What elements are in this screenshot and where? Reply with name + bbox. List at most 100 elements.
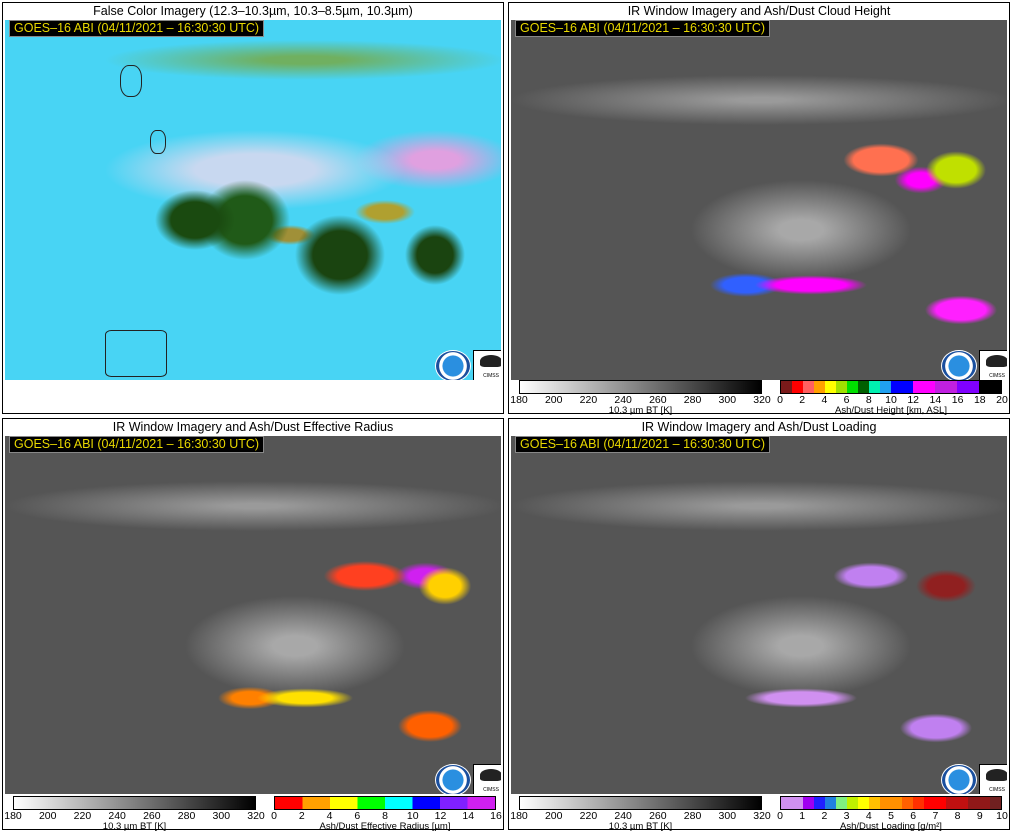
- colorbar-tick-label: 2: [799, 394, 806, 406]
- colorbar-tick-label: 180: [510, 394, 528, 406]
- panel-title: IR Window Imagery and Ash/Dust Cloud Hei…: [627, 4, 891, 18]
- colorbar-tick-label: 280: [177, 810, 196, 822]
- false-color-image: GOES–16 ABI (04/11/2021 – 16:30:30 UTC) …: [5, 20, 501, 380]
- colorbar-tick-label: 6: [910, 810, 917, 822]
- colorbar-tick-label: 320: [247, 810, 265, 822]
- bt-colorbar-ticks: 180 200 220 240 260 280 300 320: [510, 810, 771, 822]
- colorbar-tick-label: 280: [683, 810, 702, 822]
- panel-ash-loading: IR Window Imagery and Ash/Dust Loading G…: [508, 418, 1010, 832]
- panel-title: False Color Imagery (12.3–10.3µm, 10.3–8…: [93, 4, 413, 18]
- colorbar-tick-label: 200: [544, 810, 563, 822]
- height-colorbar: [780, 380, 1002, 394]
- cimss-logo: CIMSS: [473, 350, 501, 380]
- colorbar-tick-label: 6: [354, 810, 361, 822]
- cimss-logo: CIMSS: [979, 764, 1007, 794]
- timestamp-label: GOES–16 ABI (04/11/2021 – 16:30:30 UTC): [9, 436, 265, 453]
- noaa-logo: [435, 350, 471, 380]
- colorbar-tick-label: 280: [683, 394, 702, 406]
- timestamp-label: GOES–16 ABI (04/11/2021 – 16:30:30 UTC): [515, 436, 771, 453]
- ir-loading-image: GOES–16 ABI (04/11/2021 – 16:30:30 UTC) …: [511, 436, 1007, 794]
- colorbar-tick-label: 0: [271, 810, 277, 822]
- colorbar-tick-label: 320: [753, 810, 771, 822]
- island-outline: [105, 330, 167, 377]
- panel-title: IR Window Imagery and Ash/Dust Loading: [641, 420, 877, 434]
- colorbar-tick-label: 180: [4, 810, 22, 822]
- height-colorbar-ticks: 0 2 4 6 8 10 12 14 16 18 20: [777, 394, 1008, 406]
- colorbar-tick-label: 200: [544, 394, 563, 406]
- colorbar-tick-label: 260: [143, 810, 161, 822]
- panel-effective-radius: IR Window Imagery and Ash/Dust Effective…: [2, 418, 504, 832]
- colorbar-tick-label: 300: [212, 810, 231, 822]
- colorbar-tick-label: 240: [614, 810, 632, 822]
- bt-colorbar-ticks: 180 200 220 240 260 280 300 320: [4, 810, 265, 822]
- bt-colorbar-label: 10.3 µm BT [K]: [608, 821, 673, 832]
- panel-title: IR Window Imagery and Ash/Dust Effective…: [112, 420, 394, 434]
- loading-colorbar-ticks: 0 1 2 3 4 5 6 7 8 9 10: [777, 810, 1008, 822]
- colorbar-tick-label: 1: [799, 810, 806, 822]
- radius-colorbar-label: Ash/Dust Effective Radius [µm]: [319, 821, 451, 832]
- panel-cloud-height: IR Window Imagery and Ash/Dust Cloud Hei…: [508, 2, 1010, 416]
- colorbar-tick-label: 10: [996, 810, 1008, 822]
- colorbar-tick-label: 18: [973, 394, 986, 406]
- colorbar-tick-label: 14: [462, 810, 475, 822]
- bt-colorbar: [13, 796, 256, 810]
- colorbar-tick-label: 4: [821, 394, 828, 406]
- noaa-logo: [941, 350, 977, 380]
- cimss-logo: CIMSS: [979, 350, 1007, 380]
- colorbar-tick-label: 8: [865, 394, 872, 406]
- colorbar-tick-label: 0: [777, 394, 783, 406]
- colorbar-tick-label: 220: [579, 394, 598, 406]
- colorbar-tick-label: 260: [649, 394, 667, 406]
- colorbar-tick-label: 260: [649, 810, 667, 822]
- colorbar-tick-label: 240: [614, 394, 632, 406]
- colorbar-tick-label: 12: [434, 810, 447, 822]
- colorbar-tick-label: 10: [406, 810, 419, 822]
- colorbar-tick-label: 240: [108, 810, 126, 822]
- colorbar-tick-label: 10: [885, 394, 897, 406]
- timestamp-label: GOES–16 ABI (04/11/2021 – 16:30:30 UTC): [9, 20, 265, 37]
- island-outline: [120, 65, 142, 97]
- island-outline: [150, 130, 166, 154]
- bt-colorbar-label: 10.3 µm BT [K]: [102, 821, 167, 832]
- colorbar-tick-label: 16: [951, 394, 964, 406]
- colorbar-tick-label: 220: [73, 810, 92, 822]
- colorbar-tick-label: 6: [843, 394, 850, 406]
- ir-height-image: GOES–16 ABI (04/11/2021 – 16:30:30 UTC) …: [511, 20, 1007, 380]
- colorbar-tick-label: 3: [843, 810, 850, 822]
- timestamp-label: GOES–16 ABI (04/11/2021 – 16:30:30 UTC): [515, 20, 771, 37]
- colorbar-tick-label: 180: [510, 810, 528, 822]
- colorbar-tick-label: 2: [298, 810, 305, 822]
- noaa-logo: [941, 764, 977, 794]
- radius-colorbar-ticks: 0 2 4 6 8 10 12 14 16: [271, 810, 502, 822]
- colorbar-tick-label: 20: [996, 394, 1008, 406]
- colorbar-tick-label: 2: [821, 810, 828, 822]
- cimss-logo: CIMSS: [473, 764, 501, 794]
- bt-colorbar-label: 10.3 µm BT [K]: [608, 405, 673, 416]
- colorbar-tick-label: 8: [954, 810, 961, 822]
- loading-colorbar-label: Ash/Dust Loading [g/m²]: [840, 821, 942, 832]
- radius-colorbar: [274, 796, 496, 810]
- panel-false-color: False Color Imagery (12.3–10.3µm, 10.3–8…: [2, 2, 504, 414]
- bt-colorbar-ticks: 180 200 220 240 260 280 300 320: [510, 394, 771, 406]
- colorbar-tick-label: 14: [929, 394, 942, 406]
- colorbar-tick-label: 320: [753, 394, 771, 406]
- colorbar-tick-label: 4: [326, 810, 333, 822]
- height-colorbar-label: Ash/Dust Height [km, ASL]: [835, 405, 947, 416]
- colorbar-tick-label: 4: [865, 810, 872, 822]
- colorbar-tick-label: 8: [382, 810, 388, 822]
- ir-radius-image: GOES–16 ABI (04/11/2021 – 16:30:30 UTC) …: [5, 436, 501, 794]
- colorbar-tick-label: 9: [976, 810, 983, 822]
- colorbar-tick-label: 16: [490, 810, 502, 822]
- colorbar-tick-label: 220: [579, 810, 598, 822]
- colorbar-tick-label: 5: [888, 810, 894, 822]
- colorbar-tick-label: 12: [907, 394, 920, 406]
- noaa-logo: [435, 764, 471, 794]
- colorbar-tick-label: 300: [718, 810, 737, 822]
- colorbar-tick-label: 7: [932, 810, 939, 822]
- bt-colorbar: [519, 380, 762, 394]
- colorbar-tick-label: 0: [777, 810, 783, 822]
- bt-colorbar: [519, 796, 762, 810]
- colorbar-tick-label: 300: [718, 394, 737, 406]
- colorbar-tick-label: 200: [38, 810, 57, 822]
